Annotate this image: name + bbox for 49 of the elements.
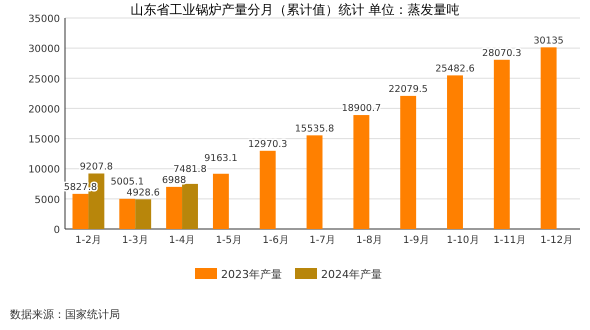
y-tick-label: 15000 [28, 134, 60, 146]
data-label: 15535.8 [294, 123, 334, 134]
bar [135, 199, 152, 229]
y-tick-label: 30000 [28, 44, 60, 56]
bar [182, 184, 198, 229]
bar [306, 135, 322, 229]
data-label: 7481.8 [173, 164, 207, 175]
source-note: 数据来源：国家统计局 [10, 308, 120, 321]
x-tick-label: 1-5月 [216, 235, 242, 246]
x-tick-label: 1-7月 [309, 235, 336, 246]
legend-label: 2024年产量 [321, 268, 382, 281]
chart-title: 山东省工业锅炉产量分月（累计值）统计 单位：蒸发量吨 [130, 3, 460, 18]
bar [353, 115, 370, 229]
x-tick-label: 1-2月 [75, 235, 102, 246]
y-tick-label: 10000 [28, 164, 60, 176]
bar [212, 174, 229, 229]
bar [260, 150, 276, 229]
x-tick-label: 1-6月 [262, 235, 289, 246]
x-tick-label: 1-8月 [356, 235, 382, 246]
x-tick-label: 1-9月 [402, 235, 430, 246]
bar [119, 198, 136, 229]
x-tick-label: 1-11月 [493, 235, 526, 246]
data-label: 18900.7 [342, 103, 382, 114]
bar [166, 186, 182, 229]
data-label: 28070.3 [482, 48, 522, 59]
data-label: 9207.8 [80, 161, 113, 172]
data-label: 12970.3 [248, 138, 288, 150]
x-tick-label: 1-10月 [446, 235, 480, 246]
x-tick-label: 1-12月 [540, 235, 573, 246]
y-tick-label: 25000 [28, 74, 60, 86]
data-label: 25482.6 [435, 63, 475, 74]
bar [447, 75, 463, 229]
bar [494, 60, 510, 229]
y-tick-label: 5000 [34, 194, 60, 206]
x-tick-label: 1-3月 [122, 235, 148, 246]
data-label: 6988 [162, 174, 186, 186]
bar [400, 96, 416, 229]
data-label: 22079.5 [388, 84, 428, 95]
legend-label: 2023年产量 [221, 268, 282, 281]
x-tick-label: 1-4月 [168, 235, 196, 246]
data-label: 4928.6 [126, 187, 160, 198]
bar [72, 194, 88, 229]
data-label: 30135 [534, 35, 564, 46]
y-tick-label: 35000 [28, 14, 60, 25]
data-label: 9163.1 [204, 152, 238, 164]
bar [540, 47, 557, 229]
data-label: 5005.1 [110, 176, 144, 188]
y-tick-label: 0 [54, 225, 60, 236]
y-tick-label: 20000 [28, 104, 60, 116]
